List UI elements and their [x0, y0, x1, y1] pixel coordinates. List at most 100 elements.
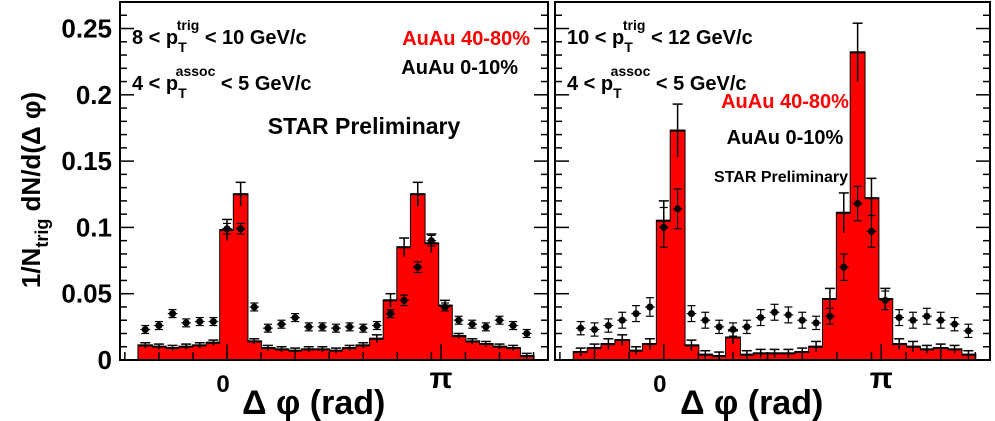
point-0-10: [141, 326, 149, 334]
point-0-10: [812, 319, 820, 327]
point-0-10: [264, 324, 272, 332]
bar-40-80: [479, 344, 493, 360]
left-panel: 0 0.05 0.1 0.15 0.2 0.25 0 π Δ φ (rad) 8 < pTtrig…: [61, 1, 549, 421]
trig-cut-label: 8 < pTtrig < 10 GeV/c: [132, 17, 307, 55]
point-0-10: [798, 316, 806, 324]
x-tick-label-zero: 0: [653, 371, 666, 398]
y-tick-label: 0.25: [61, 14, 112, 44]
bar-40-80: [410, 194, 425, 360]
y-tick-label: 0.15: [61, 146, 112, 176]
point-0-10: [618, 316, 626, 324]
bar-40-80: [301, 349, 316, 360]
bar-40-80: [138, 345, 153, 360]
bar-40-80: [864, 198, 879, 360]
plot-frame: [119, 1, 549, 361]
bar-40-80: [656, 220, 671, 360]
legend-40-80: AuAu 40-80%: [721, 91, 849, 113]
y-tick-label: 0.05: [61, 279, 112, 309]
point-0-10: [427, 237, 435, 245]
legend-0-10: AuAu 0-10%: [401, 57, 518, 79]
bar-40-80: [906, 346, 920, 360]
point-0-10: [359, 324, 367, 332]
point-0-10: [687, 310, 695, 318]
point-0-10: [495, 316, 503, 324]
point-0-10: [867, 227, 875, 235]
point-0-10: [223, 225, 231, 233]
preliminary-label: STAR Preliminary: [714, 169, 848, 186]
bar-40-80: [642, 344, 657, 360]
y-axis-title-sub: trig: [32, 219, 52, 248]
bar-40-80: [684, 345, 699, 360]
point-0-10: [632, 310, 640, 318]
bar-40-80: [179, 346, 193, 360]
point-0-10: [523, 329, 531, 337]
point-0-10: [881, 296, 889, 304]
point-0-10: [591, 326, 599, 334]
point-0-10: [743, 323, 751, 331]
point-0-10: [757, 314, 765, 322]
bar-40-80: [506, 348, 520, 360]
point-0-10: [784, 311, 792, 319]
bar-40-80: [424, 243, 439, 360]
point-0-10: [604, 322, 612, 330]
point-0-10: [291, 314, 299, 322]
bar-40-80: [670, 130, 685, 360]
point-0-10: [468, 320, 476, 328]
point-0-10: [964, 327, 972, 335]
point-0-10: [840, 263, 848, 271]
y-tick-label: 0.2: [76, 80, 112, 110]
bar-40-80: [274, 349, 289, 360]
assoc-cut-label: 4 < pTassoc < 5 GeV/c: [132, 63, 312, 101]
bar-40-80: [247, 341, 262, 360]
point-0-10: [701, 316, 709, 324]
point-0-10: [305, 323, 313, 331]
x-tick-label-pi: π: [870, 362, 893, 395]
bar-40-80: [220, 230, 234, 360]
bar-40-80: [451, 336, 466, 360]
bar-40-80: [342, 348, 357, 360]
point-0-10: [196, 318, 204, 326]
x-tick-label-pi: π: [430, 362, 453, 395]
bar-40-80: [823, 299, 837, 360]
point-0-10: [895, 314, 903, 322]
bar-40-80: [629, 350, 643, 360]
legend-0-10: AuAu 0-10%: [727, 127, 844, 149]
plot-frame: [554, 1, 991, 361]
point-0-10: [250, 303, 258, 311]
point-0-10: [387, 310, 395, 318]
bar-40-80: [206, 342, 221, 360]
point-0-10: [318, 323, 326, 331]
point-0-10: [332, 324, 340, 332]
point-0-10: [414, 263, 422, 271]
y-axis-title-part1: 1/N: [16, 248, 46, 288]
point-0-10: [346, 323, 354, 331]
assoc-cut-label: 4 < pTassoc < 5 GeV/c: [567, 63, 747, 101]
point-0-10: [826, 312, 834, 320]
bar-40-80: [370, 338, 384, 360]
bar-40-80: [233, 194, 248, 360]
point-0-10: [646, 303, 654, 311]
point-0-10: [441, 303, 449, 311]
x-axis-title: Δ φ (rad): [242, 384, 385, 421]
y-tick-label: 0: [98, 345, 112, 375]
bar-40-80: [315, 349, 330, 360]
point-0-10: [854, 200, 862, 208]
bar-40-80: [809, 346, 824, 360]
point-0-10: [373, 322, 381, 330]
bar-40-80: [383, 300, 398, 360]
bar-40-80: [261, 348, 275, 360]
point-0-10: [182, 319, 190, 327]
x-axis-title: Δ φ (rad): [680, 384, 823, 421]
bar-40-80: [465, 341, 480, 360]
point-0-10: [771, 308, 779, 316]
point-0-10: [209, 318, 217, 326]
bar-40-80: [615, 340, 630, 360]
bar-40-80: [726, 337, 740, 360]
bar-40-80: [919, 349, 934, 360]
bar-40-80: [192, 345, 207, 360]
point-0-10: [482, 323, 490, 331]
point-0-10: [951, 320, 959, 328]
bar-40-80: [601, 344, 616, 360]
point-0-10: [660, 223, 668, 231]
bar-40-80: [165, 348, 180, 360]
